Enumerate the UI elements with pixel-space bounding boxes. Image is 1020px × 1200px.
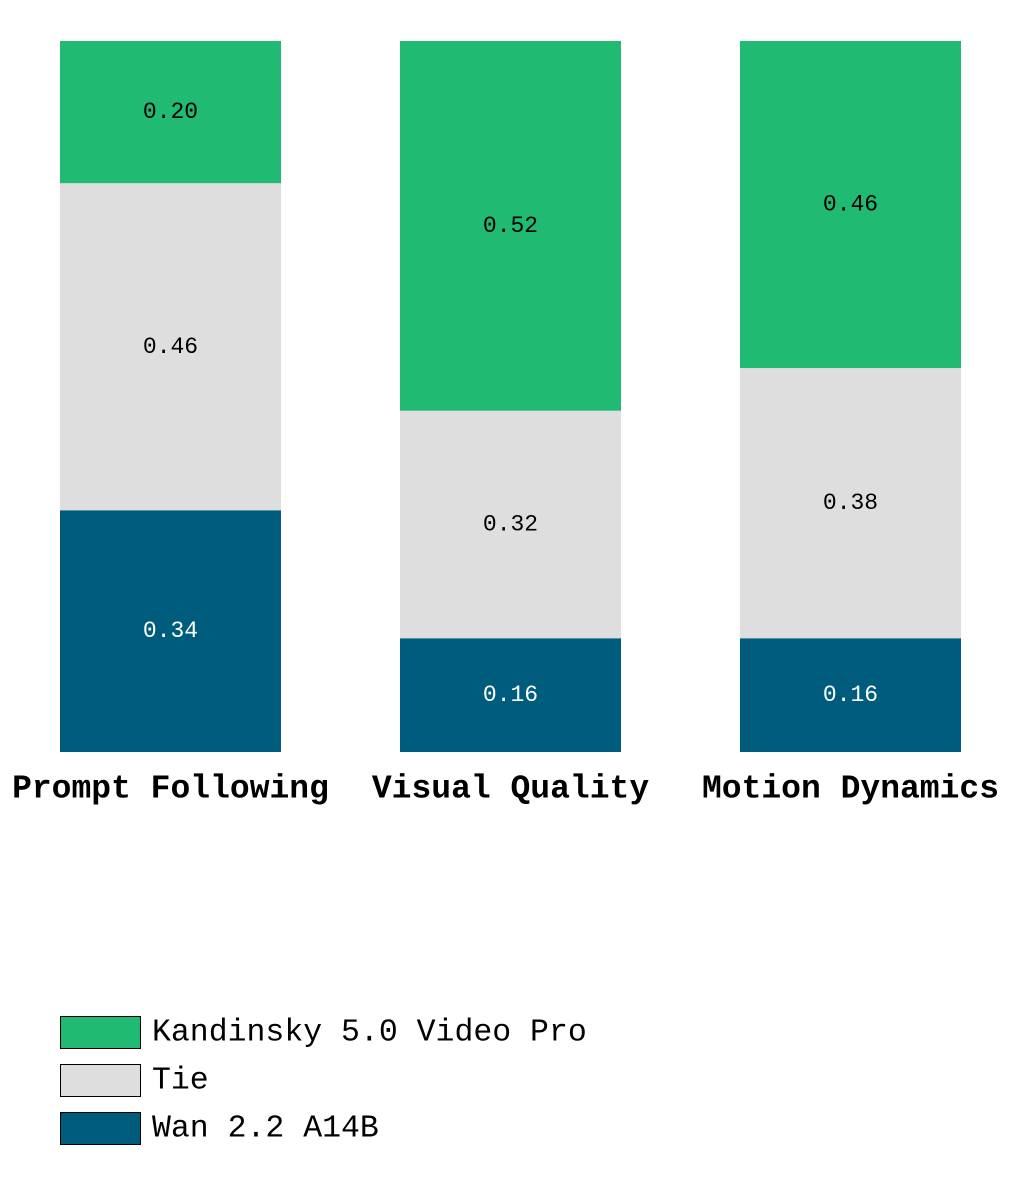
legend-label: Wan 2.2 A14B xyxy=(152,1111,379,1146)
legend-label: Kandinsky 5.0 Video Pro xyxy=(152,1015,587,1050)
bar-segment xyxy=(400,410,621,639)
x-tick-label: Prompt Following xyxy=(12,771,329,808)
value-label: 0.52 xyxy=(483,213,538,239)
value-label: 0.34 xyxy=(143,618,198,644)
value-label: 0.38 xyxy=(823,490,878,516)
value-label: 0.46 xyxy=(823,192,878,218)
bar-segment xyxy=(740,41,961,369)
legend-swatch xyxy=(60,1112,141,1145)
value-label: 0.20 xyxy=(143,99,198,125)
bar-segment xyxy=(740,368,961,639)
value-label: 0.16 xyxy=(483,682,538,708)
bar-segment xyxy=(400,638,621,752)
legend-swatch xyxy=(60,1016,141,1049)
value-label: 0.16 xyxy=(823,682,878,708)
legend-label: Tie xyxy=(152,1063,209,1098)
bar-segment xyxy=(400,41,621,411)
value-label: 0.46 xyxy=(143,334,198,360)
bar-segment xyxy=(60,183,281,511)
x-tick-label: Motion Dynamics xyxy=(702,771,999,808)
legend-swatch xyxy=(60,1064,141,1097)
bar-segment xyxy=(60,510,281,752)
x-tick-label: Visual Quality xyxy=(372,771,649,808)
value-label: 0.32 xyxy=(483,512,538,538)
bar-segment xyxy=(740,638,961,752)
bar-segment xyxy=(60,41,281,184)
